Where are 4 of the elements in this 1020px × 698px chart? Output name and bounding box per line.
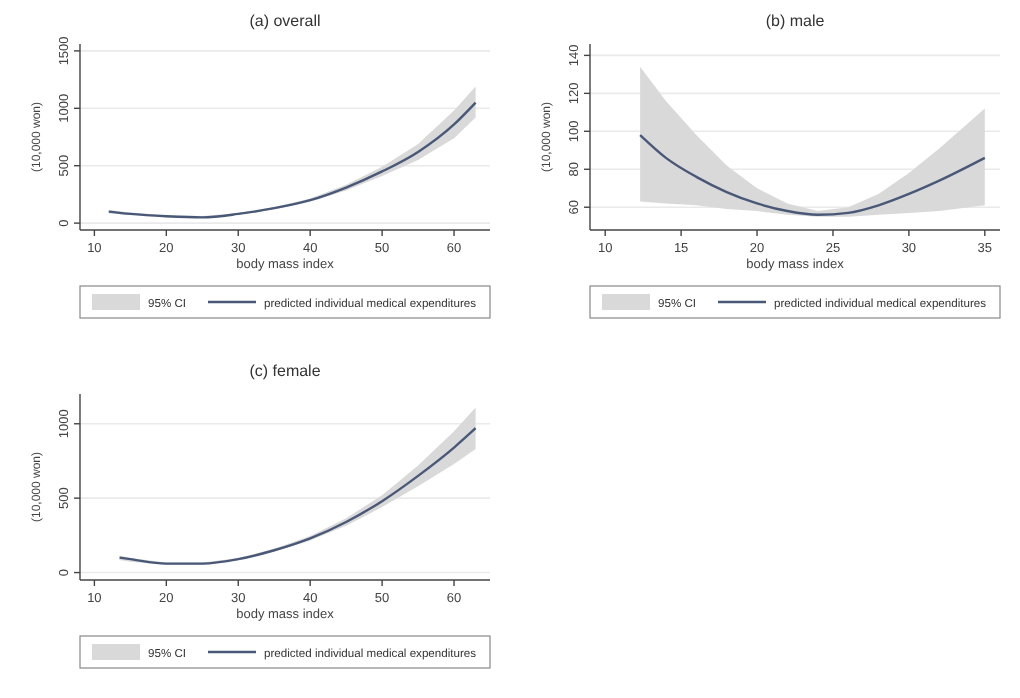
- chart-title: (b) male: [765, 12, 826, 30]
- line-series: [638, 133, 987, 217]
- chart-title: (a) overall: [249, 12, 321, 30]
- chart-title: (c) female: [249, 362, 322, 380]
